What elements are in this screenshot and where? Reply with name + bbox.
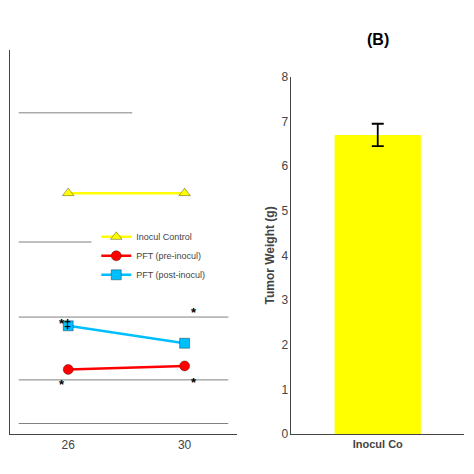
svg-text:6: 6 bbox=[281, 159, 288, 173]
svg-text:8: 8 bbox=[281, 70, 288, 84]
svg-text:Tumor Weight (g): Tumor Weight (g) bbox=[263, 206, 277, 304]
svg-text:7: 7 bbox=[281, 115, 288, 129]
svg-text:5: 5 bbox=[281, 204, 288, 218]
svg-text:Inocul Control: Inocul Control bbox=[136, 232, 192, 242]
svg-text:Inocul Co: Inocul Co bbox=[353, 438, 403, 450]
svg-text:*: * bbox=[191, 375, 197, 390]
svg-text:*: * bbox=[59, 377, 65, 392]
svg-text:PFT (pre-inocul): PFT (pre-inocul) bbox=[136, 251, 201, 261]
svg-text:4: 4 bbox=[281, 249, 288, 263]
svg-text:*: * bbox=[191, 305, 197, 320]
svg-text:2: 2 bbox=[281, 338, 288, 352]
svg-text:26: 26 bbox=[62, 438, 76, 452]
svg-text:(B): (B) bbox=[367, 31, 389, 48]
svg-text:1: 1 bbox=[281, 383, 288, 397]
svg-text:3: 3 bbox=[281, 293, 288, 307]
svg-text:PFT (post-inocul): PFT (post-inocul) bbox=[136, 270, 205, 280]
svg-text:30: 30 bbox=[178, 438, 192, 452]
svg-text:*‡: *‡ bbox=[59, 316, 71, 331]
svg-text:0: 0 bbox=[281, 427, 288, 441]
